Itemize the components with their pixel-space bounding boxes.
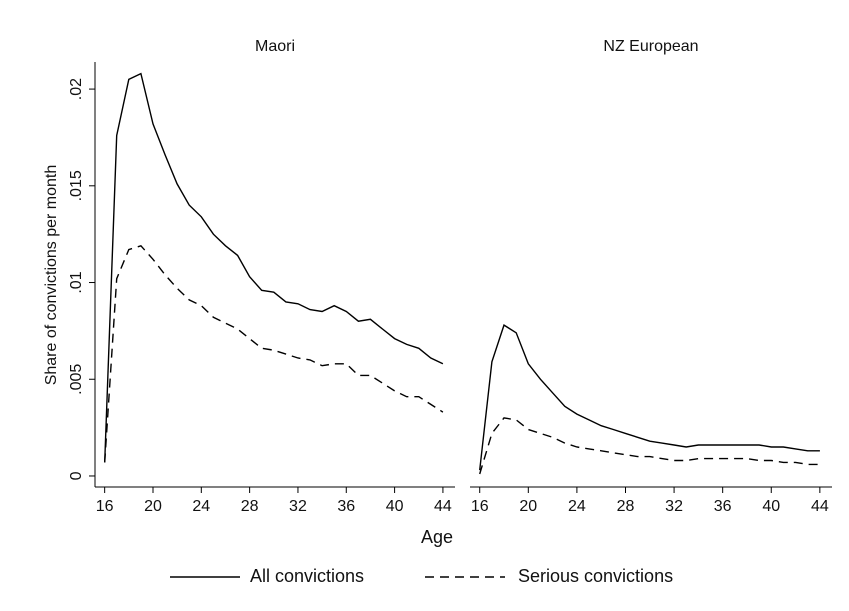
x-axis-title: Age [421, 527, 453, 547]
x-tick-label: 28 [617, 498, 635, 515]
y-tick-label: .005 [68, 364, 85, 395]
x-tick-label: 16 [471, 498, 489, 515]
panel-title: Maori [255, 38, 295, 55]
x-tick-label: 20 [144, 498, 162, 515]
y-tick-label: .015 [68, 170, 85, 201]
x-tick-label: 36 [337, 498, 355, 515]
y-tick-label: 0 [68, 471, 85, 480]
legend-label: All convictions [250, 566, 364, 586]
series-line [479, 324, 820, 471]
x-tick-label: 16 [96, 498, 114, 515]
x-tick-label: 24 [192, 498, 210, 515]
series-line [479, 417, 820, 475]
x-tick-label: 32 [289, 498, 307, 515]
series-line [104, 244, 444, 463]
x-tick-label: 32 [665, 498, 683, 515]
series-line [104, 72, 444, 463]
y-axis-title: Share of convictions per month [43, 165, 60, 386]
x-tick-label: 36 [714, 498, 732, 515]
y-tick-label: .02 [68, 78, 85, 100]
x-tick-label: 24 [568, 498, 586, 515]
y-tick-label: .01 [68, 271, 85, 293]
x-tick-label: 40 [762, 498, 780, 515]
x-tick-label: 20 [519, 498, 537, 515]
x-tick-label: 44 [811, 498, 829, 515]
x-tick-label: 40 [386, 498, 404, 515]
x-tick-label: 44 [434, 498, 452, 515]
panel-title: NZ European [603, 38, 698, 55]
legend-label: Serious convictions [518, 566, 673, 586]
x-tick-label: 28 [241, 498, 259, 515]
